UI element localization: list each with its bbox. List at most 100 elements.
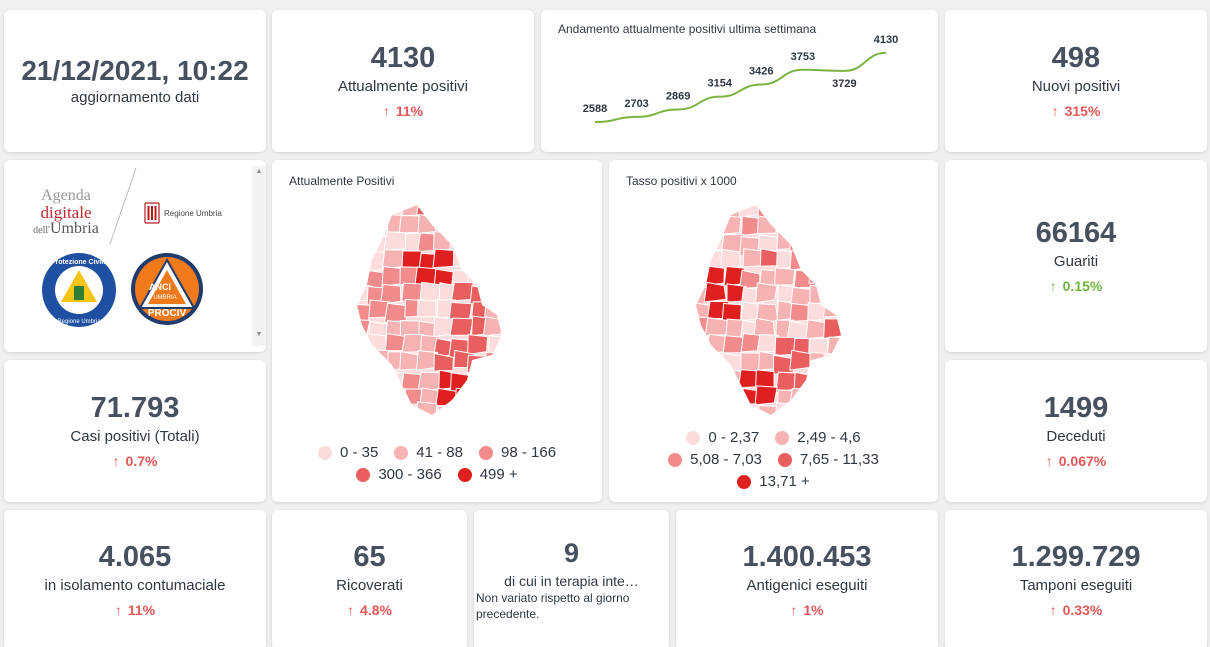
municipality[interactable] bbox=[466, 354, 489, 374]
municipality[interactable] bbox=[500, 366, 524, 388]
municipality[interactable] bbox=[823, 281, 843, 301]
municipality[interactable] bbox=[499, 319, 522, 341]
municipality[interactable] bbox=[704, 354, 726, 376]
municipality[interactable] bbox=[501, 386, 520, 405]
map2-legend-item[interactable]: 5,08 - 7,03 bbox=[668, 451, 762, 468]
municipality[interactable] bbox=[828, 215, 848, 235]
map2-legend-item[interactable]: 7,65 - 11,33 bbox=[777, 451, 879, 468]
municipality[interactable] bbox=[705, 200, 728, 219]
logos-scrollbar[interactable]: ▲ ▼ bbox=[252, 166, 266, 346]
municipality[interactable] bbox=[754, 282, 778, 304]
map1-legend-item[interactable]: 98 - 166 bbox=[479, 444, 556, 461]
municipality[interactable] bbox=[379, 283, 402, 305]
guariti-card[interactable]: 66164 Guariti ↑ 0.15% bbox=[945, 160, 1207, 352]
municipality[interactable] bbox=[689, 370, 711, 391]
municipality[interactable] bbox=[756, 215, 778, 235]
municipality[interactable] bbox=[688, 218, 711, 238]
municipality[interactable] bbox=[809, 230, 831, 250]
map1-legend-item[interactable]: 0 - 35 bbox=[317, 444, 378, 461]
municipality[interactable] bbox=[846, 282, 867, 300]
municipality[interactable] bbox=[451, 197, 476, 218]
municipality[interactable] bbox=[824, 404, 845, 424]
municipality[interactable] bbox=[386, 402, 408, 423]
nuovi-positivi-card[interactable]: 498 Nuovi positivi ↑ 315% bbox=[945, 10, 1207, 152]
municipality[interactable] bbox=[350, 350, 372, 372]
municipality[interactable] bbox=[505, 219, 527, 236]
map2-legend-item[interactable]: 13,71 + bbox=[737, 473, 810, 490]
municipality[interactable] bbox=[350, 400, 372, 421]
municipality[interactable] bbox=[839, 247, 861, 269]
municipality[interactable] bbox=[808, 265, 834, 284]
municipality[interactable] bbox=[687, 334, 710, 355]
municipality[interactable] bbox=[471, 201, 494, 220]
attualmente-positivi-card[interactable]: 4130 Attualmente positivi ↑ 11% bbox=[272, 10, 534, 152]
municipality[interactable] bbox=[501, 403, 524, 424]
municipality[interactable] bbox=[368, 366, 390, 388]
municipality[interactable] bbox=[353, 203, 374, 222]
municipality[interactable] bbox=[718, 215, 742, 235]
map2-umbria[interactable] bbox=[609, 160, 938, 502]
municipality[interactable] bbox=[383, 302, 408, 323]
municipality[interactable] bbox=[500, 354, 523, 375]
municipality[interactable] bbox=[380, 371, 404, 391]
municipality[interactable] bbox=[450, 281, 474, 302]
municipality[interactable] bbox=[792, 404, 815, 423]
trend-chart-card[interactable]: Andamento attualmente positivi ultima se… bbox=[541, 10, 938, 152]
municipality[interactable] bbox=[485, 253, 505, 274]
municipality[interactable] bbox=[432, 248, 456, 269]
municipality[interactable] bbox=[454, 387, 477, 407]
municipality[interactable] bbox=[501, 282, 521, 301]
municipality[interactable] bbox=[451, 405, 475, 425]
municipality[interactable] bbox=[689, 252, 710, 272]
municipality[interactable] bbox=[703, 281, 727, 303]
map2-legend-item[interactable]: 2,49 - 4,6 bbox=[775, 429, 861, 446]
municipality[interactable] bbox=[468, 236, 491, 256]
municipality[interactable] bbox=[843, 402, 867, 420]
municipality[interactable] bbox=[691, 230, 713, 250]
municipality[interactable] bbox=[486, 201, 509, 220]
municipality[interactable] bbox=[504, 303, 527, 323]
municipality[interactable] bbox=[842, 266, 866, 285]
municipality[interactable] bbox=[416, 401, 438, 419]
municipality[interactable] bbox=[826, 387, 847, 408]
municipality[interactable] bbox=[807, 387, 830, 406]
municipality[interactable] bbox=[364, 333, 387, 354]
municipality[interactable] bbox=[839, 234, 862, 256]
municipality[interactable] bbox=[842, 219, 861, 238]
municipality[interactable] bbox=[689, 197, 709, 217]
municipality[interactable] bbox=[740, 352, 761, 373]
municipality[interactable] bbox=[825, 248, 846, 267]
casi-totali-card[interactable]: 71.793 Casi positivi (Totali) ↑ 0.7% bbox=[4, 360, 266, 502]
municipality[interactable] bbox=[692, 384, 714, 404]
municipality[interactable] bbox=[772, 354, 794, 375]
municipality[interactable] bbox=[484, 383, 506, 403]
municipality[interactable] bbox=[449, 317, 474, 336]
municipality[interactable] bbox=[352, 214, 374, 236]
municipality[interactable] bbox=[352, 370, 374, 392]
municipality[interactable] bbox=[449, 213, 471, 233]
municipality[interactable] bbox=[467, 248, 492, 268]
municipality[interactable] bbox=[844, 335, 865, 353]
municipality[interactable] bbox=[824, 270, 845, 292]
municipality[interactable] bbox=[503, 334, 521, 354]
municipality[interactable] bbox=[721, 302, 742, 322]
antigenici-card[interactable]: 1.400.453 Antigenici eseguiti ↑ 1% bbox=[676, 510, 938, 647]
municipality[interactable] bbox=[370, 383, 391, 405]
municipality[interactable] bbox=[488, 217, 511, 238]
map1-legend-item[interactable]: 499 + bbox=[457, 466, 518, 483]
municipality[interactable] bbox=[793, 371, 816, 391]
municipality[interactable] bbox=[468, 218, 492, 239]
municipality[interactable] bbox=[366, 404, 390, 423]
municipality[interactable] bbox=[688, 401, 710, 419]
municipality[interactable] bbox=[706, 389, 729, 410]
municipality[interactable] bbox=[770, 199, 794, 219]
map-attualmente-positivi-card[interactable]: Attualmente Positivi 0 - 35 41 - 88 98 - 1… bbox=[272, 160, 602, 502]
municipality[interactable] bbox=[722, 335, 744, 354]
municipality[interactable] bbox=[775, 402, 798, 422]
municipality[interactable] bbox=[789, 302, 811, 322]
municipality[interactable] bbox=[721, 352, 743, 373]
municipality[interactable] bbox=[483, 231, 505, 253]
terapia-card[interactable]: 9 di cui in terapia inte… Non variato ri… bbox=[474, 510, 669, 647]
municipality[interactable] bbox=[383, 231, 408, 251]
municipality[interactable] bbox=[738, 403, 760, 421]
